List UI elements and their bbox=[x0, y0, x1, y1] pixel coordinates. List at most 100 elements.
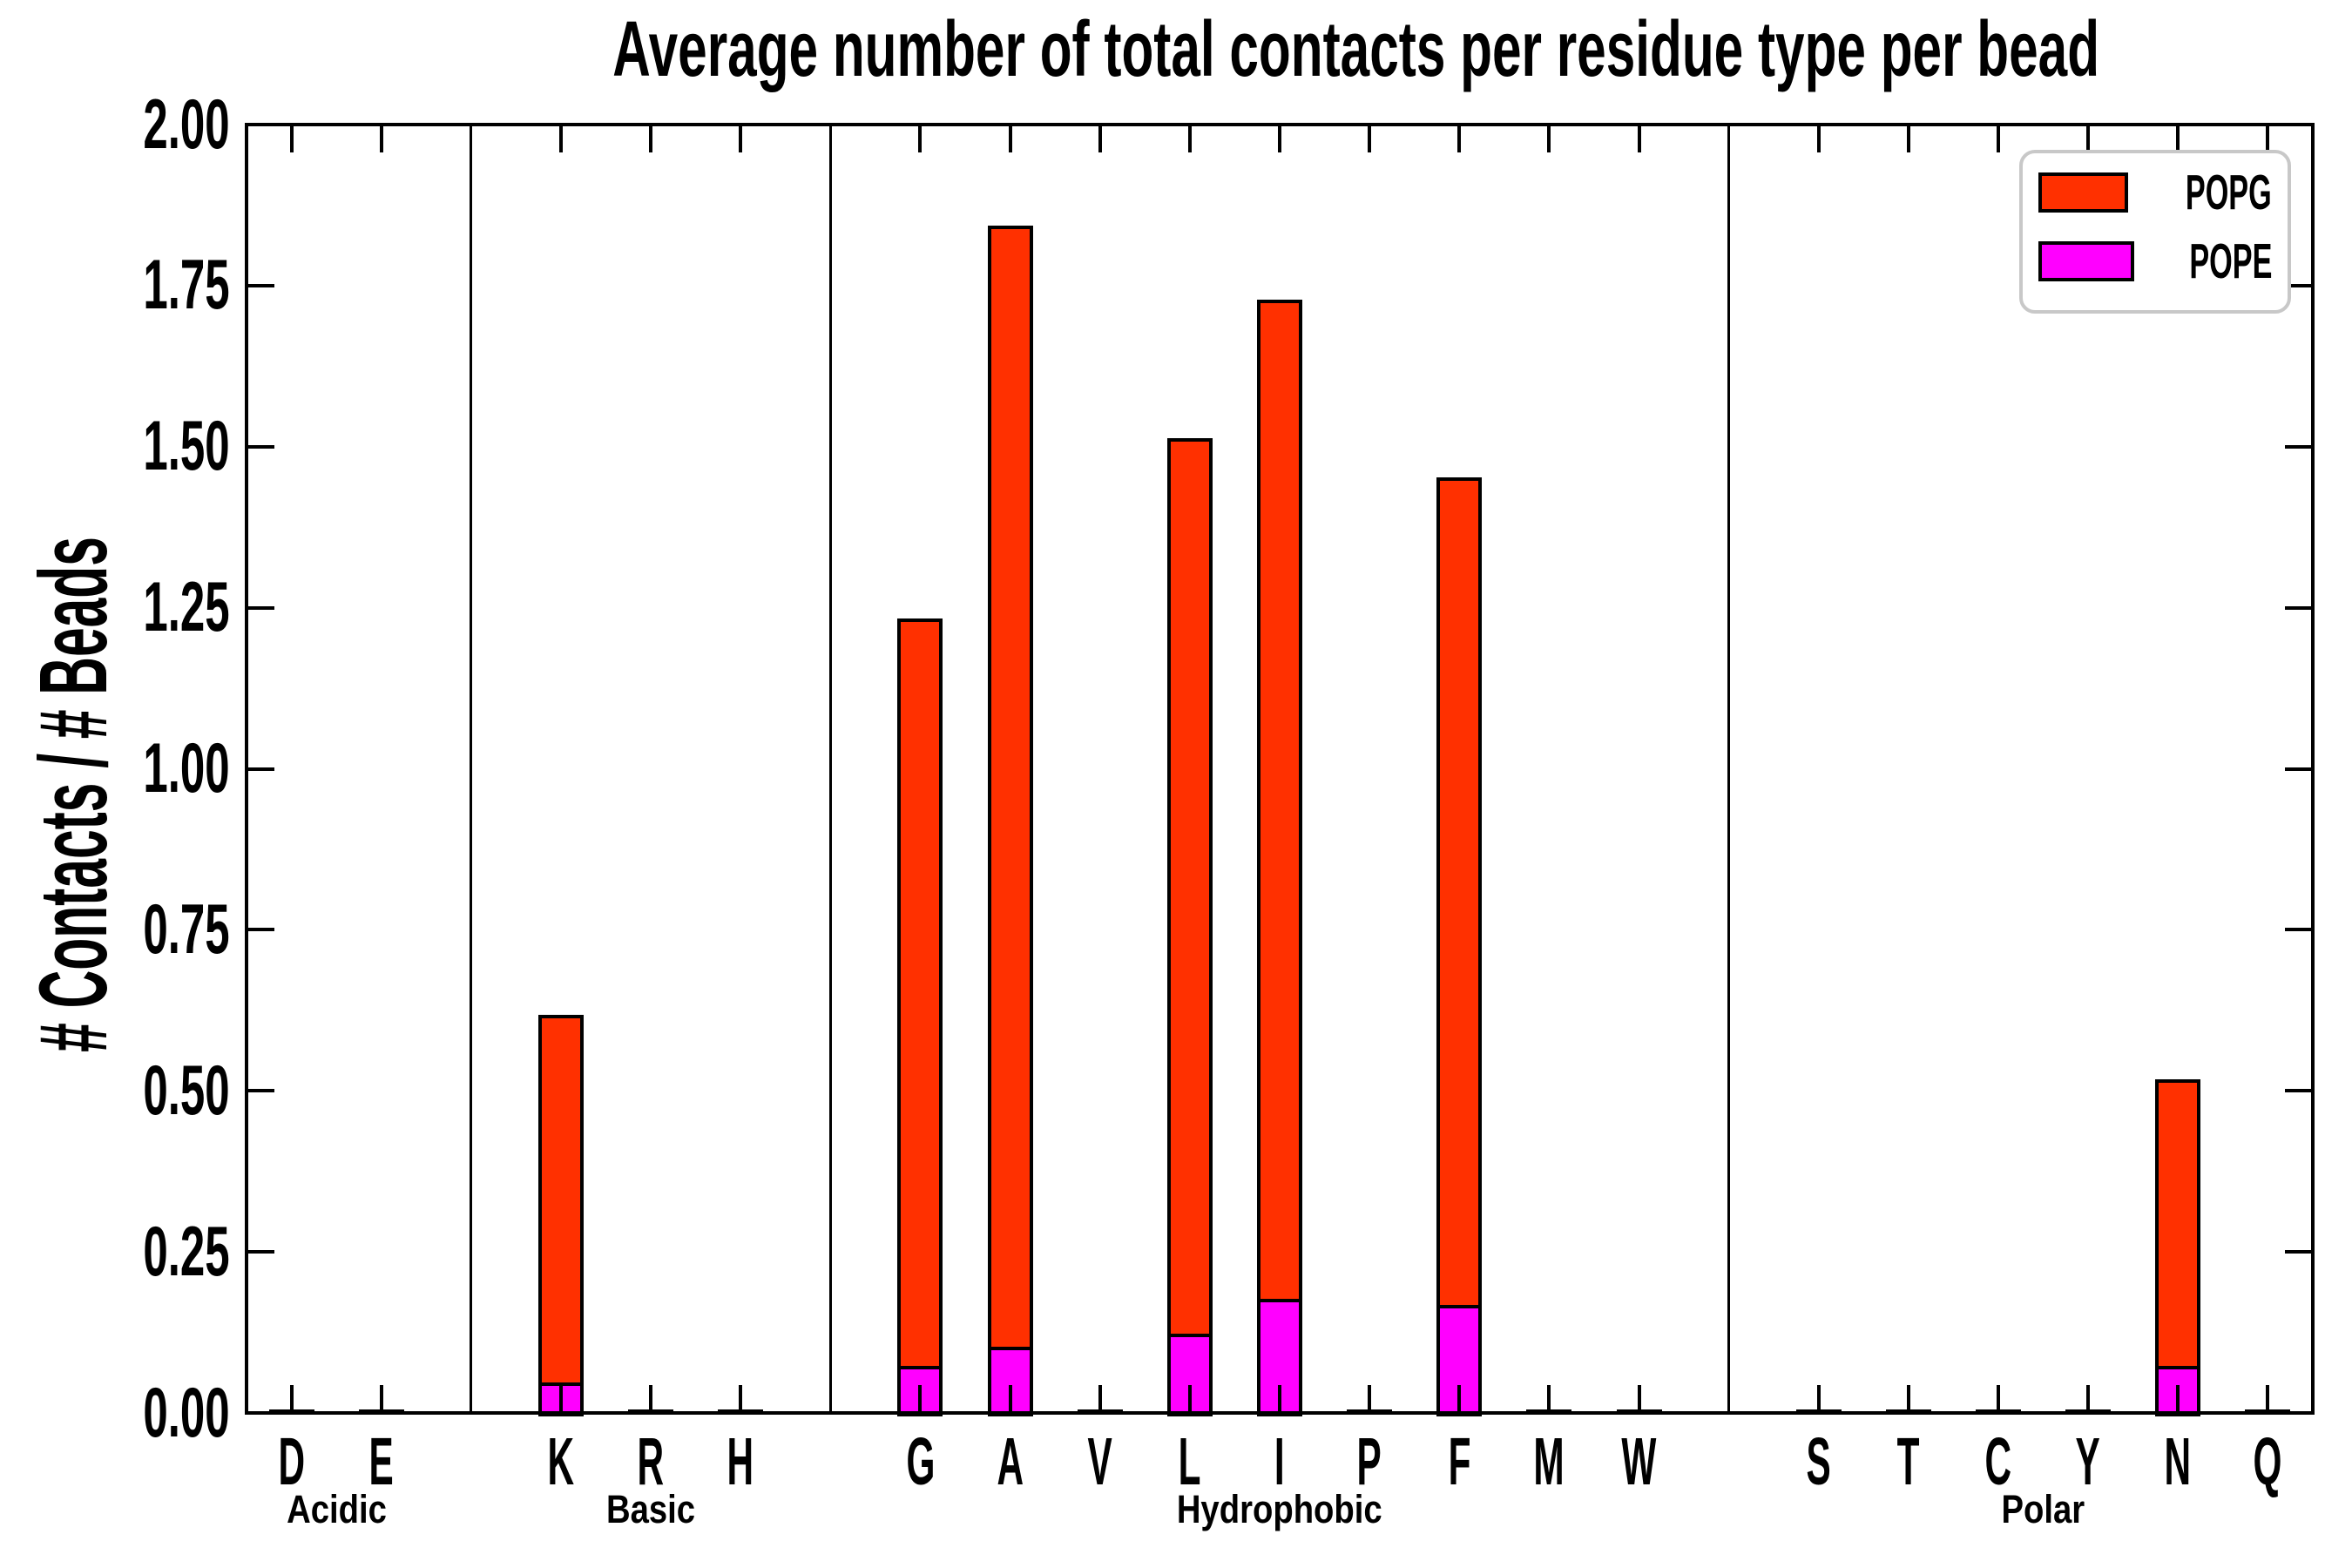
x-tick-top-V bbox=[1098, 126, 1102, 152]
x-tick-bottom-T bbox=[1906, 1385, 1910, 1411]
x-tick-label-G: G bbox=[863, 1429, 977, 1496]
chart-title: Average number of total contacts per res… bbox=[247, 9, 2313, 91]
legend-label-pope: POPE bbox=[2188, 233, 2272, 289]
x-tick-label-M: M bbox=[1492, 1429, 1605, 1496]
y-tick-label-text: 1.00 bbox=[143, 729, 230, 808]
y-tick-label-text: 0.50 bbox=[143, 1051, 230, 1130]
x-tick-label-A-text: A bbox=[997, 1424, 1024, 1499]
x-tick-top-L bbox=[1187, 126, 1192, 152]
x-tick-label-D: D bbox=[235, 1429, 348, 1496]
x-tick-label-C-text: C bbox=[1984, 1424, 2012, 1499]
x-tick-label-P-text: P bbox=[1356, 1424, 1382, 1499]
x-tick-bottom-S bbox=[1816, 1385, 1821, 1411]
x-tick-label-A: A bbox=[954, 1429, 1067, 1496]
x-tick-label-W: W bbox=[1583, 1429, 1696, 1496]
group-label-acidic-text: Acidic bbox=[286, 1487, 387, 1531]
x-tick-top-W bbox=[1637, 126, 1641, 152]
x-tick-top-T bbox=[1906, 126, 1910, 152]
x-tick-label-T: T bbox=[1852, 1429, 1965, 1496]
x-tick-top-F bbox=[1457, 126, 1462, 152]
x-tick-bottom-I bbox=[1278, 1385, 1281, 1411]
x-tick-label-K-text: K bbox=[547, 1424, 575, 1499]
bar-popg-F bbox=[1436, 476, 1483, 1308]
x-tick-label-G-text: G bbox=[905, 1424, 935, 1499]
x-tick-label-V-text: V bbox=[1087, 1424, 1112, 1499]
y-tick-label-text: 1.50 bbox=[143, 407, 230, 486]
y-tick-label: 0.25 bbox=[0, 1213, 230, 1291]
y-tick-right bbox=[2285, 123, 2311, 126]
group-label-acidic: Acidic bbox=[118, 1490, 554, 1529]
x-tick-label-I: I bbox=[1223, 1429, 1336, 1496]
x-tick-label-C: C bbox=[1942, 1429, 2055, 1496]
x-tick-label-E-text: E bbox=[368, 1424, 394, 1499]
y-tick-label: 0.50 bbox=[0, 1051, 230, 1130]
x-tick-bottom-D bbox=[289, 1385, 294, 1411]
x-tick-label-P: P bbox=[1313, 1429, 1426, 1496]
y-tick-left bbox=[248, 1411, 274, 1415]
y-tick-right bbox=[2285, 283, 2311, 287]
x-tick-top-M bbox=[1547, 126, 1551, 152]
x-tick-label-Q: Q bbox=[2211, 1429, 2324, 1496]
x-tick-label-H-text: H bbox=[727, 1424, 754, 1499]
x-tick-label-S-text: S bbox=[1806, 1424, 1831, 1499]
y-tick-left bbox=[248, 444, 274, 449]
bar-popg-A bbox=[987, 226, 1033, 1351]
x-tick-label-M-text: M bbox=[1533, 1424, 1565, 1499]
x-tick-top-H bbox=[739, 126, 743, 152]
y-tick-label-text: 1.25 bbox=[143, 568, 230, 647]
bar-popg-N bbox=[2155, 1079, 2201, 1370]
group-label-polar-text: Polar bbox=[2001, 1487, 2085, 1531]
x-tick-label-F-text: F bbox=[1448, 1424, 1471, 1499]
x-tick-bottom-W bbox=[1637, 1385, 1641, 1411]
y-tick-right bbox=[2285, 767, 2311, 771]
y-tick-right bbox=[2285, 1250, 2311, 1254]
x-tick-label-Y-text: Y bbox=[2076, 1424, 2101, 1499]
x-tick-top-S bbox=[1816, 126, 1821, 152]
bar-popg-G bbox=[897, 618, 943, 1370]
x-tick-top-Q bbox=[2266, 126, 2270, 152]
x-tick-top-R bbox=[649, 126, 653, 152]
y-tick-right bbox=[2285, 1411, 2311, 1415]
x-tick-bottom-Q bbox=[2266, 1385, 2270, 1411]
chart-title-text: Average number of total contacts per res… bbox=[612, 6, 2100, 93]
x-tick-top-C bbox=[1997, 126, 2001, 152]
x-tick-bottom-V bbox=[1098, 1385, 1102, 1411]
group-label-polar: Polar bbox=[1826, 1490, 2261, 1529]
legend-swatch-popg bbox=[2038, 172, 2129, 213]
y-tick-right bbox=[2285, 605, 2311, 610]
x-tick-bottom-G bbox=[918, 1385, 923, 1411]
x-tick-bottom-M bbox=[1547, 1385, 1551, 1411]
y-tick-left bbox=[248, 928, 274, 932]
x-tick-top-E bbox=[379, 126, 383, 152]
bar-popg-K bbox=[537, 1015, 584, 1386]
legend-swatch-pope bbox=[2038, 241, 2134, 281]
x-tick-bottom-N bbox=[2176, 1385, 2180, 1411]
y-tick-right bbox=[2285, 444, 2311, 449]
x-tick-top-G bbox=[918, 126, 923, 152]
y-tick-label-text: 0.25 bbox=[143, 1212, 230, 1291]
y-tick-left bbox=[248, 605, 274, 610]
x-tick-label-S: S bbox=[1762, 1429, 1876, 1496]
bar-popg-I bbox=[1257, 300, 1302, 1302]
y-tick-label: 0.00 bbox=[0, 1374, 230, 1452]
plot-area: D E K R H G A V L I P F M W S T C Y N Q Acidic Basic Hydrophob… bbox=[245, 123, 2315, 1529]
x-tick-label-L: L bbox=[1133, 1429, 1247, 1496]
legend-label-popg: POPG bbox=[2186, 164, 2272, 220]
x-tick-bottom-F bbox=[1457, 1385, 1462, 1411]
x-tick-bottom-Y bbox=[2086, 1385, 2091, 1411]
y-tick-right bbox=[2285, 928, 2311, 932]
x-tick-bottom-L bbox=[1187, 1385, 1192, 1411]
x-tick-label-R: R bbox=[594, 1429, 707, 1496]
x-tick-label-F: F bbox=[1402, 1429, 1516, 1496]
y-tick-right bbox=[2285, 1089, 2311, 1093]
x-tick-label-W-text: W bbox=[1621, 1424, 1657, 1499]
y-tick-left bbox=[248, 283, 274, 287]
x-tick-label-E: E bbox=[325, 1429, 438, 1496]
y-tick-left bbox=[248, 123, 274, 126]
y-tick-label: 0.75 bbox=[0, 890, 230, 969]
bar-popg-L bbox=[1166, 438, 1213, 1338]
y-tick-left bbox=[248, 1089, 274, 1093]
x-tick-label-I-text: I bbox=[1274, 1424, 1285, 1499]
x-tick-label-K: K bbox=[504, 1429, 618, 1496]
